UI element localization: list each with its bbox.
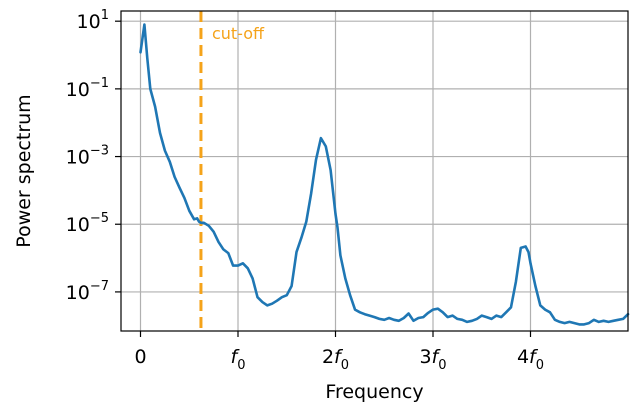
x-tick-label: 4f0 xyxy=(517,346,544,373)
x-tick-label-text: 0 xyxy=(134,346,146,368)
cutoff-label: cut-off xyxy=(212,24,265,43)
y-tick-base: 10 xyxy=(77,11,101,33)
x-tick-label: 3f0 xyxy=(419,346,446,373)
y-tick-exponent: −1 xyxy=(90,76,109,91)
y-tick-exponent: −5 xyxy=(90,211,109,226)
series-lines xyxy=(139,23,630,326)
spectrum-line xyxy=(139,23,630,326)
grid-lines xyxy=(121,11,628,331)
x-tick-f-symbol: f xyxy=(334,346,344,368)
y-tick-label: 10−1 xyxy=(66,76,109,101)
x-tick-label: f0 xyxy=(231,346,246,373)
x-tick-multiplier: 2 xyxy=(322,346,334,368)
x-tick-multiplier: 3 xyxy=(419,346,431,368)
annotations: cut-off xyxy=(199,11,265,331)
y-tick-base: 10 xyxy=(66,282,90,304)
y-tick-exponent: −7 xyxy=(90,279,109,294)
y-tick-base: 10 xyxy=(66,214,90,236)
y-tick-exponent: 1 xyxy=(101,8,109,23)
x-tick-label-text: 3f xyxy=(419,346,441,368)
y-tick-base: 10 xyxy=(66,79,90,101)
x-tick-label: 0 xyxy=(134,346,146,368)
x-tick-label-text: 2f xyxy=(322,346,344,368)
y-tick-label: 10−5 xyxy=(66,211,109,236)
y-tick-exponent: −3 xyxy=(90,144,109,159)
x-tick-f-symbol: f xyxy=(432,346,442,368)
x-axis: 0 f0 2f0 3f0 4f0 xyxy=(134,331,544,373)
x-tick-subscript: 0 xyxy=(237,358,245,373)
y-tick-label: 10−7 xyxy=(66,279,109,304)
plot-area-frame xyxy=(120,10,629,332)
x-axis-label: Frequency xyxy=(325,381,423,403)
x-tick-f-symbol: f xyxy=(529,346,539,368)
x-tick-multiplier: 4 xyxy=(517,346,529,368)
x-tick-label: 2f0 xyxy=(322,346,349,373)
x-tick-subscript: 0 xyxy=(536,358,544,373)
x-tick-subscript: 0 xyxy=(341,358,349,373)
y-tick-base: 10 xyxy=(66,147,90,169)
x-tick-label-text: f xyxy=(231,346,241,368)
y-tick-label: 101 xyxy=(77,8,109,33)
y-axis-label: Power spectrum xyxy=(13,94,35,247)
x-tick-label-text: 4f xyxy=(517,346,539,368)
x-tick-subscript: 0 xyxy=(438,358,446,373)
y-tick-label: 10−3 xyxy=(66,144,109,169)
